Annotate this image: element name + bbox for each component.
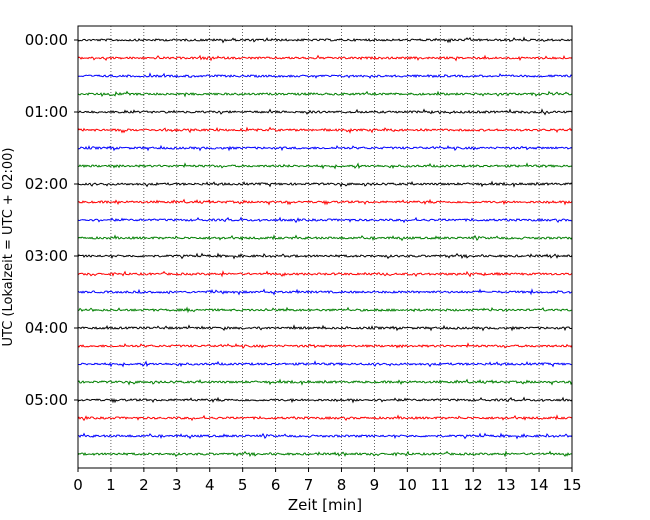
- y-tick-label: 02:00: [25, 175, 68, 193]
- x-tick-label: 11: [431, 476, 450, 494]
- trace-line-0500: [77, 396, 573, 404]
- trace-line-0230: [77, 216, 573, 224]
- y-tick-label: 03:00: [25, 247, 68, 265]
- x-tick-label: 10: [398, 476, 417, 494]
- trace-line-0015: [77, 54, 573, 62]
- x-axis: 0 1 2 3 4 5 6 7 8 9 10 11 12 13 14 15: [73, 468, 582, 494]
- trace-line-0545: [77, 450, 573, 458]
- trace-line-0345: [77, 306, 573, 314]
- trace-line-0100: [77, 108, 573, 116]
- plot-frame: [77, 25, 573, 469]
- trace-line-0200: [77, 180, 573, 188]
- trace-line-0215: [77, 198, 573, 206]
- x-tick-label: 7: [304, 476, 314, 494]
- trace-line-0515: [77, 414, 573, 422]
- plot-background: [78, 26, 572, 468]
- trace-line-0300: [77, 252, 573, 260]
- x-tick-label: 15: [562, 476, 581, 494]
- trace-line-0000: [77, 36, 573, 44]
- trace-line-0445: [77, 378, 573, 386]
- x-tick-label: 12: [464, 476, 483, 494]
- trace-line-0400: [77, 324, 573, 332]
- y-tick-label: 04:00: [25, 319, 68, 337]
- x-tick-label: 13: [497, 476, 516, 494]
- y-axis-label: UTC (Lokalzeit = UTC + 02:00): [1, 148, 16, 347]
- x-tick-label: 3: [172, 476, 182, 494]
- trace-line-0130: [77, 144, 573, 152]
- x-tick-label: 4: [205, 476, 215, 494]
- trace-group: [77, 36, 573, 458]
- trace-line-0245: [77, 234, 573, 242]
- x-tick-label: 14: [530, 476, 549, 494]
- y-tick-label: 05:00: [25, 391, 68, 409]
- x-tick-label: 8: [337, 476, 347, 494]
- y-tick-label: 01:00: [25, 103, 68, 121]
- trace-line-0430: [77, 360, 573, 368]
- x-tick-label: 2: [139, 476, 149, 494]
- trace-line-0115: [77, 126, 573, 134]
- x-tick-label: 1: [106, 476, 116, 494]
- y-tick-label: 00:00: [25, 31, 68, 49]
- trace-line-0415: [77, 342, 573, 349]
- trace-line-0030: [77, 72, 573, 79]
- trace-line-0145: [77, 162, 573, 170]
- trace-line-0330: [77, 288, 573, 296]
- x-tick-label: 0: [73, 476, 83, 494]
- trace-line-0315: [77, 270, 573, 278]
- x-tick-label: 6: [271, 476, 281, 494]
- trace-line-0530: [77, 432, 573, 440]
- x-tick-label: 5: [238, 476, 248, 494]
- trace-line-0045: [77, 90, 573, 98]
- x-tick-label: 9: [370, 476, 380, 494]
- x-axis-label: Zeit [min]: [288, 496, 362, 514]
- y-axis: 00:00 01:00 02:00 03:00 04:00 05:00: [25, 31, 78, 409]
